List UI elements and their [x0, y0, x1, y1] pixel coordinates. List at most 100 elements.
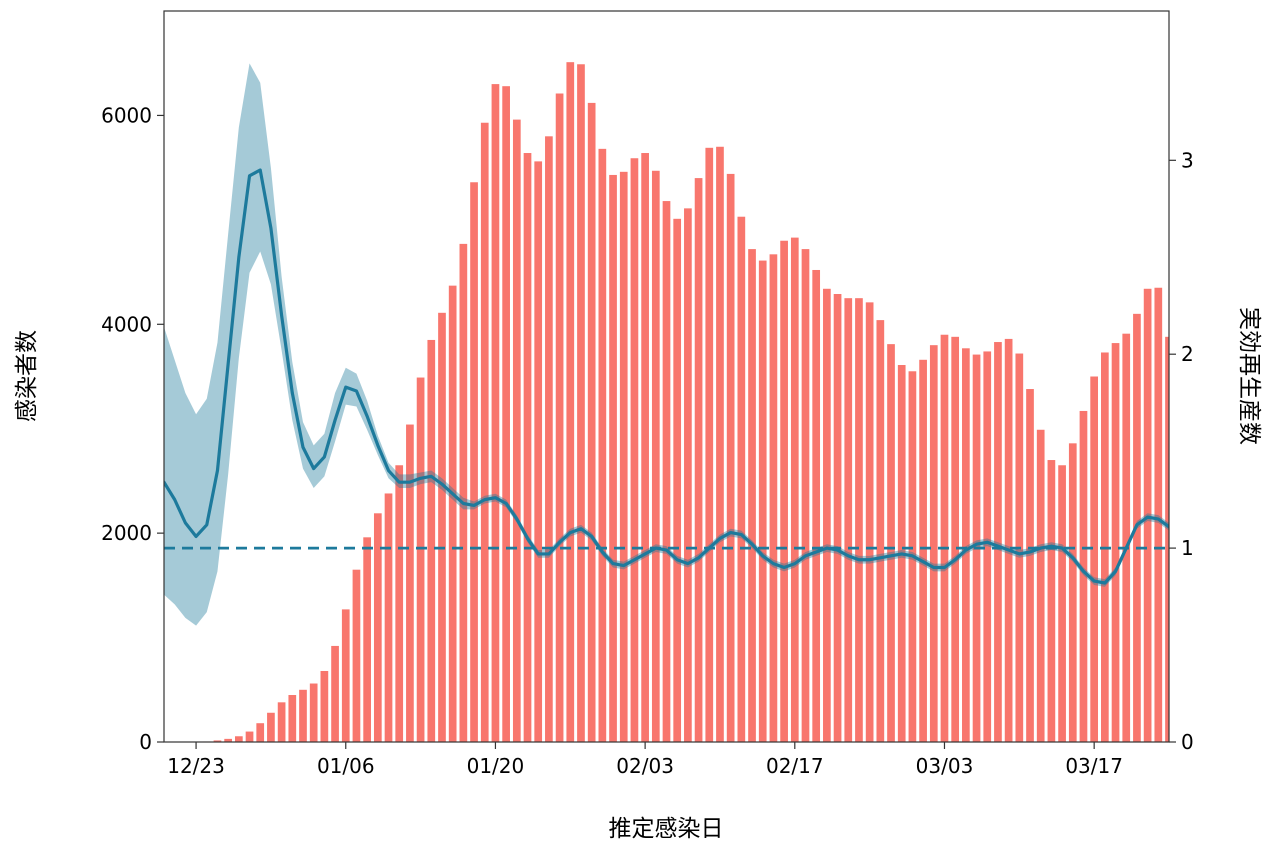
bar — [267, 712, 275, 742]
bar — [384, 493, 393, 742]
rt-confidence-band-group — [164, 63, 1169, 626]
bar — [694, 178, 703, 742]
bar — [373, 513, 382, 742]
bar — [619, 171, 628, 742]
bar — [609, 174, 617, 742]
rt-line-group — [164, 168, 1169, 585]
bar — [256, 723, 265, 742]
bar — [780, 240, 788, 742]
bar — [662, 201, 671, 742]
x-tick-label: 12/23 — [167, 754, 225, 778]
right-y-tick-label: 1 — [1181, 536, 1194, 560]
bar — [427, 339, 436, 742]
bar — [587, 102, 596, 742]
bar — [1058, 465, 1066, 742]
bar — [1143, 288, 1152, 742]
bar — [865, 302, 874, 742]
bar — [288, 695, 297, 742]
rt-confidence-band — [164, 63, 1169, 626]
bar — [438, 312, 446, 742]
bar — [213, 740, 222, 742]
bar — [1165, 336, 1169, 742]
bar — [545, 136, 553, 742]
bar — [523, 153, 532, 742]
bar — [512, 119, 521, 742]
right-y-tick-label: 3 — [1181, 148, 1194, 172]
bar — [406, 424, 414, 742]
bar — [705, 147, 714, 742]
bar — [598, 148, 607, 742]
bar — [1036, 429, 1045, 742]
x-tick-label: 01/06 — [317, 754, 375, 778]
bar — [277, 702, 286, 742]
bar — [416, 377, 425, 742]
bar — [555, 93, 564, 742]
bar — [716, 146, 724, 742]
bar — [1079, 410, 1088, 742]
bar — [395, 465, 404, 742]
bar — [309, 683, 318, 742]
bar — [320, 670, 329, 742]
bar — [1004, 338, 1013, 742]
bar — [448, 285, 457, 742]
bar — [630, 158, 639, 742]
rt-line — [164, 168, 1169, 585]
bar — [876, 320, 885, 742]
bar — [833, 294, 842, 742]
bar — [234, 736, 243, 742]
left-y-axis-title: 感染者数 — [14, 330, 40, 422]
bar — [994, 342, 1002, 742]
bar — [951, 336, 960, 742]
bar — [224, 738, 232, 742]
bar — [331, 645, 339, 742]
right-y-tick-label: 0 — [1181, 730, 1194, 754]
bar — [245, 731, 254, 742]
bar — [352, 569, 361, 742]
bar — [737, 216, 746, 742]
bar — [1090, 376, 1099, 742]
bar — [566, 62, 575, 742]
bar — [299, 689, 307, 742]
bar — [1047, 460, 1056, 742]
bar — [502, 86, 510, 742]
bar — [673, 218, 682, 742]
bar — [812, 269, 821, 742]
x-tick-label: 03/17 — [1065, 754, 1123, 778]
bar — [534, 161, 543, 742]
x-tick-label: 02/03 — [616, 754, 674, 778]
left-y-tick-label: 2000 — [101, 521, 152, 545]
bar — [577, 64, 585, 742]
bar — [823, 288, 831, 742]
bar — [801, 249, 810, 742]
right-y-axis: 0 1 2 3 — [1169, 148, 1194, 754]
bar — [844, 298, 853, 742]
bar — [1026, 389, 1034, 742]
bar — [726, 173, 735, 742]
bar — [651, 170, 660, 742]
bar — [887, 344, 895, 742]
left-y-tick-label: 4000 — [101, 312, 152, 336]
bar — [641, 153, 649, 742]
plot-frame — [163, 10, 1170, 743]
bar — [790, 237, 799, 742]
right-y-axis-title: 実効再生産数 — [1236, 307, 1262, 445]
bar — [855, 298, 863, 742]
x-tick-label: 03/03 — [916, 754, 974, 778]
bar — [1068, 443, 1077, 742]
bar — [983, 351, 992, 742]
bar — [769, 254, 778, 742]
x-axis-title: 推定感染日 — [609, 816, 724, 842]
x-tick-label: 01/20 — [467, 754, 525, 778]
bar — [748, 249, 756, 742]
bar-series — [202, 62, 1169, 742]
bar — [962, 348, 970, 742]
bar — [919, 359, 927, 742]
x-axis: 12/23 01/06 01/20 02/03 02/17 03/03 03/17 — [167, 742, 1123, 778]
bar — [758, 260, 767, 742]
bar — [1122, 333, 1131, 742]
bar — [940, 334, 949, 742]
left-y-tick-label: 0 — [139, 730, 152, 754]
left-y-tick-label: 6000 — [101, 103, 152, 127]
bar — [1111, 343, 1120, 742]
